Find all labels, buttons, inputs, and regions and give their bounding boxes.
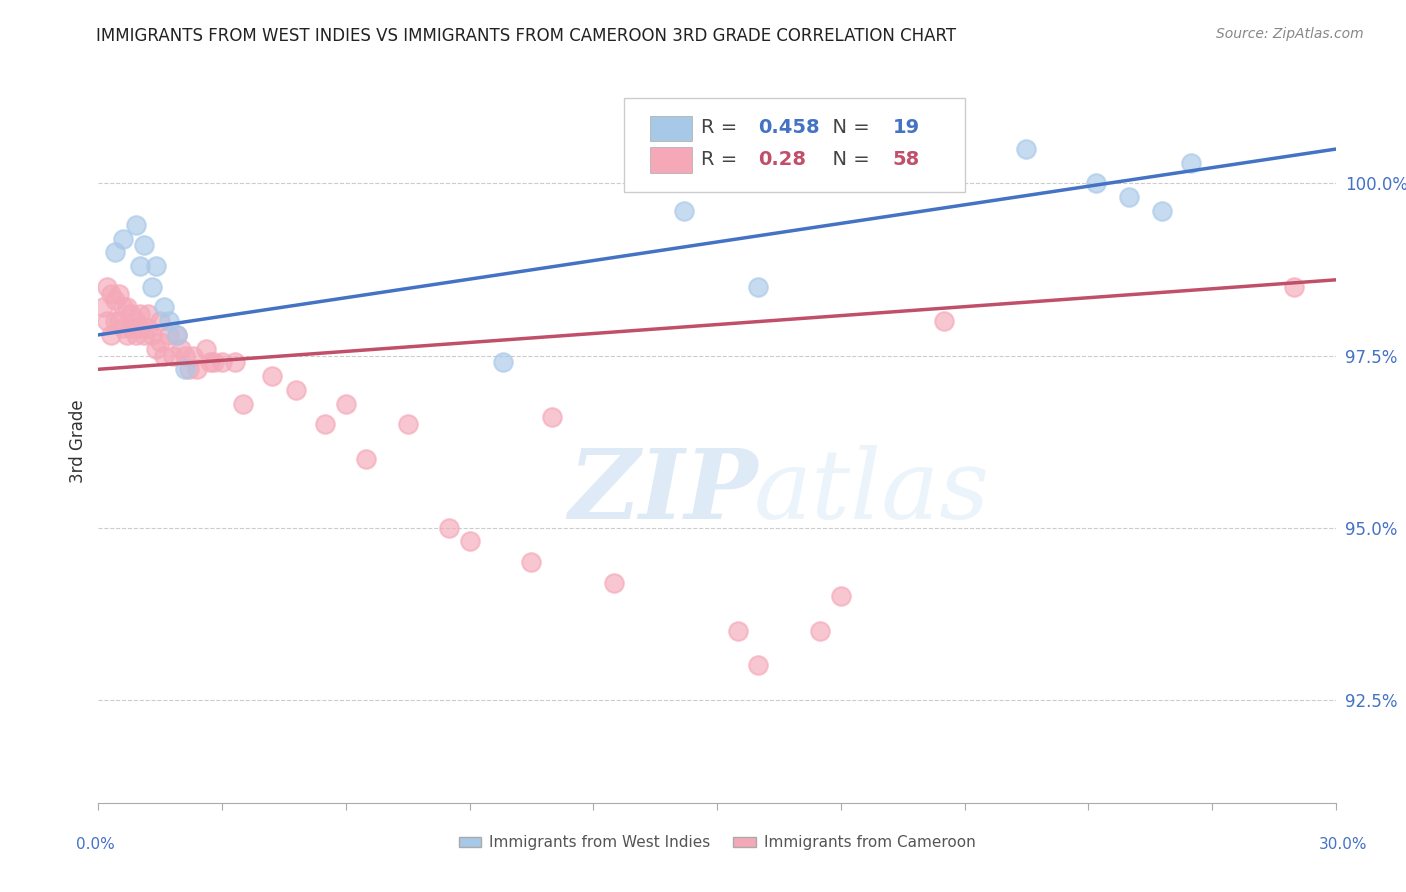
Point xyxy=(104,245,127,260)
Text: IMMIGRANTS FROM WEST INDIES VS IMMIGRANTS FROM CAMEROON 3RD GRADE CORRELATION CH: IMMIGRANTS FROM WEST INDIES VS IMMIGRANT… xyxy=(96,27,956,45)
Text: N =: N = xyxy=(820,150,876,169)
Text: Source: ZipAtlas.com: Source: ZipAtlas.com xyxy=(1216,27,1364,41)
Point xyxy=(232,397,254,411)
Point xyxy=(830,590,852,604)
Point xyxy=(1284,279,1306,293)
Point xyxy=(260,369,283,384)
Point xyxy=(117,327,139,342)
Point xyxy=(145,259,167,273)
Point xyxy=(747,658,769,673)
FancyBboxPatch shape xyxy=(624,98,965,193)
Point xyxy=(117,301,139,315)
Text: 0.0%: 0.0% xyxy=(76,837,115,852)
Point xyxy=(153,301,176,315)
Point xyxy=(1152,204,1174,219)
Point xyxy=(932,314,955,328)
Point xyxy=(120,307,142,321)
Point xyxy=(727,624,749,638)
Point xyxy=(285,383,308,397)
Point xyxy=(211,355,233,369)
Point xyxy=(132,238,155,252)
Point xyxy=(112,321,135,335)
Point xyxy=(128,307,150,321)
Point xyxy=(194,342,217,356)
Point xyxy=(157,327,180,342)
Point xyxy=(179,362,201,376)
Point xyxy=(170,342,193,356)
Text: 0.458: 0.458 xyxy=(758,119,820,137)
Text: atlas: atlas xyxy=(754,445,990,539)
Point xyxy=(136,321,159,335)
Point xyxy=(141,327,163,342)
Point xyxy=(174,362,197,376)
Point xyxy=(747,279,769,293)
Point xyxy=(202,355,225,369)
Point xyxy=(132,327,155,342)
Text: 0.28: 0.28 xyxy=(758,150,806,169)
Text: N =: N = xyxy=(820,119,876,137)
Point xyxy=(157,314,180,328)
Legend: Immigrants from West Indies, Immigrants from Cameroon: Immigrants from West Indies, Immigrants … xyxy=(453,830,981,856)
Point xyxy=(603,575,626,590)
Point xyxy=(149,314,172,328)
Point xyxy=(458,534,481,549)
Point xyxy=(104,293,127,308)
Point xyxy=(356,451,378,466)
Point xyxy=(124,218,146,232)
Point xyxy=(124,314,146,328)
Text: R =: R = xyxy=(702,119,744,137)
Point xyxy=(314,417,336,432)
Point xyxy=(153,349,176,363)
Point xyxy=(120,321,142,335)
Point xyxy=(136,307,159,321)
Point xyxy=(174,349,197,363)
Point xyxy=(91,301,114,315)
FancyBboxPatch shape xyxy=(650,147,692,173)
Point xyxy=(808,624,831,638)
Point xyxy=(1180,156,1202,170)
Point xyxy=(166,327,188,342)
Point xyxy=(198,355,221,369)
Point xyxy=(100,286,122,301)
Point xyxy=(166,327,188,342)
Point xyxy=(396,417,419,432)
Point xyxy=(149,334,172,349)
Point xyxy=(1015,142,1038,156)
Point xyxy=(100,327,122,342)
Text: 30.0%: 30.0% xyxy=(1319,837,1367,852)
Text: R =: R = xyxy=(702,150,744,169)
Point xyxy=(181,349,204,363)
Point xyxy=(162,349,184,363)
Point xyxy=(112,231,135,245)
Point xyxy=(145,342,167,356)
Point xyxy=(186,362,208,376)
Point xyxy=(520,555,543,569)
Point xyxy=(437,520,460,534)
FancyBboxPatch shape xyxy=(650,116,692,141)
Point xyxy=(108,286,131,301)
Point xyxy=(673,204,696,219)
Point xyxy=(1118,190,1140,204)
Point xyxy=(335,397,357,411)
Point xyxy=(96,279,118,293)
Point xyxy=(1085,177,1108,191)
Point xyxy=(96,314,118,328)
Point xyxy=(104,314,127,328)
Point xyxy=(224,355,246,369)
Point xyxy=(108,314,131,328)
Point xyxy=(141,279,163,293)
Text: 58: 58 xyxy=(893,150,920,169)
Text: ZIP: ZIP xyxy=(568,445,758,539)
Point xyxy=(124,327,146,342)
Point xyxy=(128,321,150,335)
Point xyxy=(112,301,135,315)
Point xyxy=(491,355,513,369)
Text: 19: 19 xyxy=(893,119,920,137)
Point xyxy=(128,259,150,273)
Point xyxy=(541,410,564,425)
Y-axis label: 3rd Grade: 3rd Grade xyxy=(69,400,87,483)
